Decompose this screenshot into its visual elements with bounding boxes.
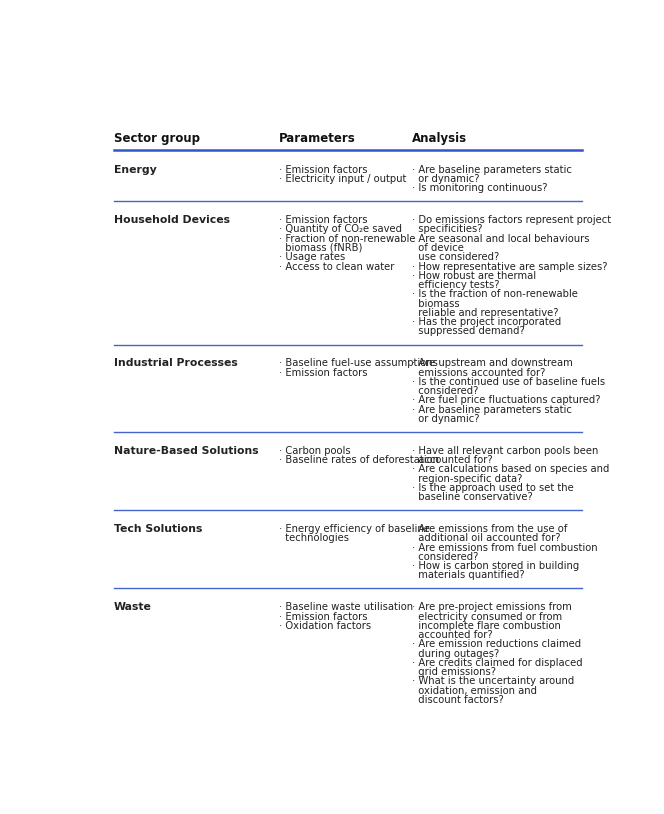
Text: materials quantified?: materials quantified?	[412, 571, 525, 580]
Text: or dynamic?: or dynamic?	[412, 414, 480, 424]
Text: incomplete flare combustion: incomplete flare combustion	[412, 621, 561, 631]
Text: Waste: Waste	[114, 602, 152, 612]
Text: · Are emission reductions claimed: · Are emission reductions claimed	[412, 639, 582, 650]
Text: · Energy efficiency of baseline: · Energy efficiency of baseline	[279, 524, 430, 534]
Text: · Access to clean water: · Access to clean water	[279, 261, 394, 272]
Text: · Are baseline parameters static: · Are baseline parameters static	[412, 405, 572, 414]
Text: · Carbon pools: · Carbon pools	[279, 446, 350, 456]
Text: discount factors?: discount factors?	[412, 695, 504, 705]
Text: of device: of device	[412, 243, 464, 253]
Text: grid emissions?: grid emissions?	[412, 667, 497, 677]
Text: considered?: considered?	[412, 386, 479, 396]
Text: oxidation, emission and: oxidation, emission and	[412, 685, 537, 696]
Text: · How is carbon stored in building: · How is carbon stored in building	[412, 561, 580, 571]
Text: accounted for?: accounted for?	[412, 455, 493, 465]
Text: · Is the fraction of non-renewable: · Is the fraction of non-renewable	[412, 289, 578, 300]
Text: · How representative are sample sizes?: · How representative are sample sizes?	[412, 261, 608, 272]
Text: · Emission factors: · Emission factors	[279, 215, 367, 225]
Text: reliable and representative?: reliable and representative?	[412, 308, 559, 318]
Text: · Emission factors: · Emission factors	[279, 368, 367, 378]
Text: considered?: considered?	[412, 552, 479, 562]
Text: additional oil accounted for?: additional oil accounted for?	[412, 533, 561, 543]
Text: technologies: technologies	[279, 533, 349, 543]
Text: Tech Solutions: Tech Solutions	[114, 524, 203, 534]
Text: biomass (fNRB): biomass (fNRB)	[279, 243, 362, 253]
Text: · Is the approach used to set the: · Is the approach used to set the	[412, 483, 574, 493]
Text: efficiency tests?: efficiency tests?	[412, 280, 500, 290]
Text: · Are upstream and downstream: · Are upstream and downstream	[412, 358, 573, 368]
Text: emissions accounted for?: emissions accounted for?	[412, 368, 546, 378]
Text: Energy: Energy	[114, 164, 157, 175]
Text: · How robust are thermal: · How robust are thermal	[412, 271, 537, 281]
Text: Parameters: Parameters	[279, 132, 355, 145]
Text: electricity consumed or from: electricity consumed or from	[412, 611, 562, 622]
Text: · Usage rates: · Usage rates	[279, 252, 345, 262]
Text: Household Devices: Household Devices	[114, 215, 230, 225]
Text: · Are seasonal and local behaviours: · Are seasonal and local behaviours	[412, 234, 590, 243]
Text: · Are credits claimed for displaced: · Are credits claimed for displaced	[412, 658, 583, 668]
Text: region-specific data?: region-specific data?	[412, 474, 523, 484]
Text: during outages?: during outages?	[412, 649, 499, 659]
Text: · Baseline rates of deforestation: · Baseline rates of deforestation	[279, 455, 438, 465]
Text: · Is monitoring continuous?: · Is monitoring continuous?	[412, 183, 548, 193]
Text: Industrial Processes: Industrial Processes	[114, 358, 238, 368]
Text: Nature-Based Solutions: Nature-Based Solutions	[114, 446, 258, 456]
Text: accounted for?: accounted for?	[412, 630, 493, 640]
Text: · Are pre-project emissions from: · Are pre-project emissions from	[412, 602, 572, 612]
Text: · Electricity input / output: · Electricity input / output	[279, 174, 406, 184]
Text: use considered?: use considered?	[412, 252, 499, 262]
Text: · Are emissions from the use of: · Are emissions from the use of	[412, 524, 568, 534]
Text: · Are fuel price fluctuations captured?: · Are fuel price fluctuations captured?	[412, 396, 601, 405]
Text: specificities?: specificities?	[412, 225, 483, 234]
Text: · Is the continued use of baseline fuels: · Is the continued use of baseline fuels	[412, 377, 606, 387]
Text: · Have all relevant carbon pools been: · Have all relevant carbon pools been	[412, 446, 599, 456]
Text: · Baseline fuel-use assumptions: · Baseline fuel-use assumptions	[279, 358, 438, 368]
Text: · Are emissions from fuel combustion: · Are emissions from fuel combustion	[412, 543, 598, 553]
Text: baseline conservative?: baseline conservative?	[412, 492, 533, 502]
Text: or dynamic?: or dynamic?	[412, 174, 480, 184]
Text: · Are calculations based on species and: · Are calculations based on species and	[412, 464, 610, 475]
Text: · Oxidation factors: · Oxidation factors	[279, 621, 371, 631]
Text: suppressed demand?: suppressed demand?	[412, 326, 525, 336]
Text: · Emission factors: · Emission factors	[279, 611, 367, 622]
Text: · Fraction of non-renewable: · Fraction of non-renewable	[279, 234, 415, 243]
Text: biomass: biomass	[412, 299, 460, 309]
Text: Analysis: Analysis	[412, 132, 467, 145]
Text: · Emission factors: · Emission factors	[279, 164, 367, 175]
Text: · Do emissions factors represent project: · Do emissions factors represent project	[412, 215, 612, 225]
Text: · Are baseline parameters static: · Are baseline parameters static	[412, 164, 572, 175]
Text: · Baseline waste utilisation: · Baseline waste utilisation	[279, 602, 412, 612]
Text: · What is the uncertainty around: · What is the uncertainty around	[412, 676, 574, 686]
Text: · Has the project incorporated: · Has the project incorporated	[412, 317, 562, 327]
Text: · Quantity of CO₂e saved: · Quantity of CO₂e saved	[279, 225, 402, 234]
Text: Sector group: Sector group	[114, 132, 200, 145]
